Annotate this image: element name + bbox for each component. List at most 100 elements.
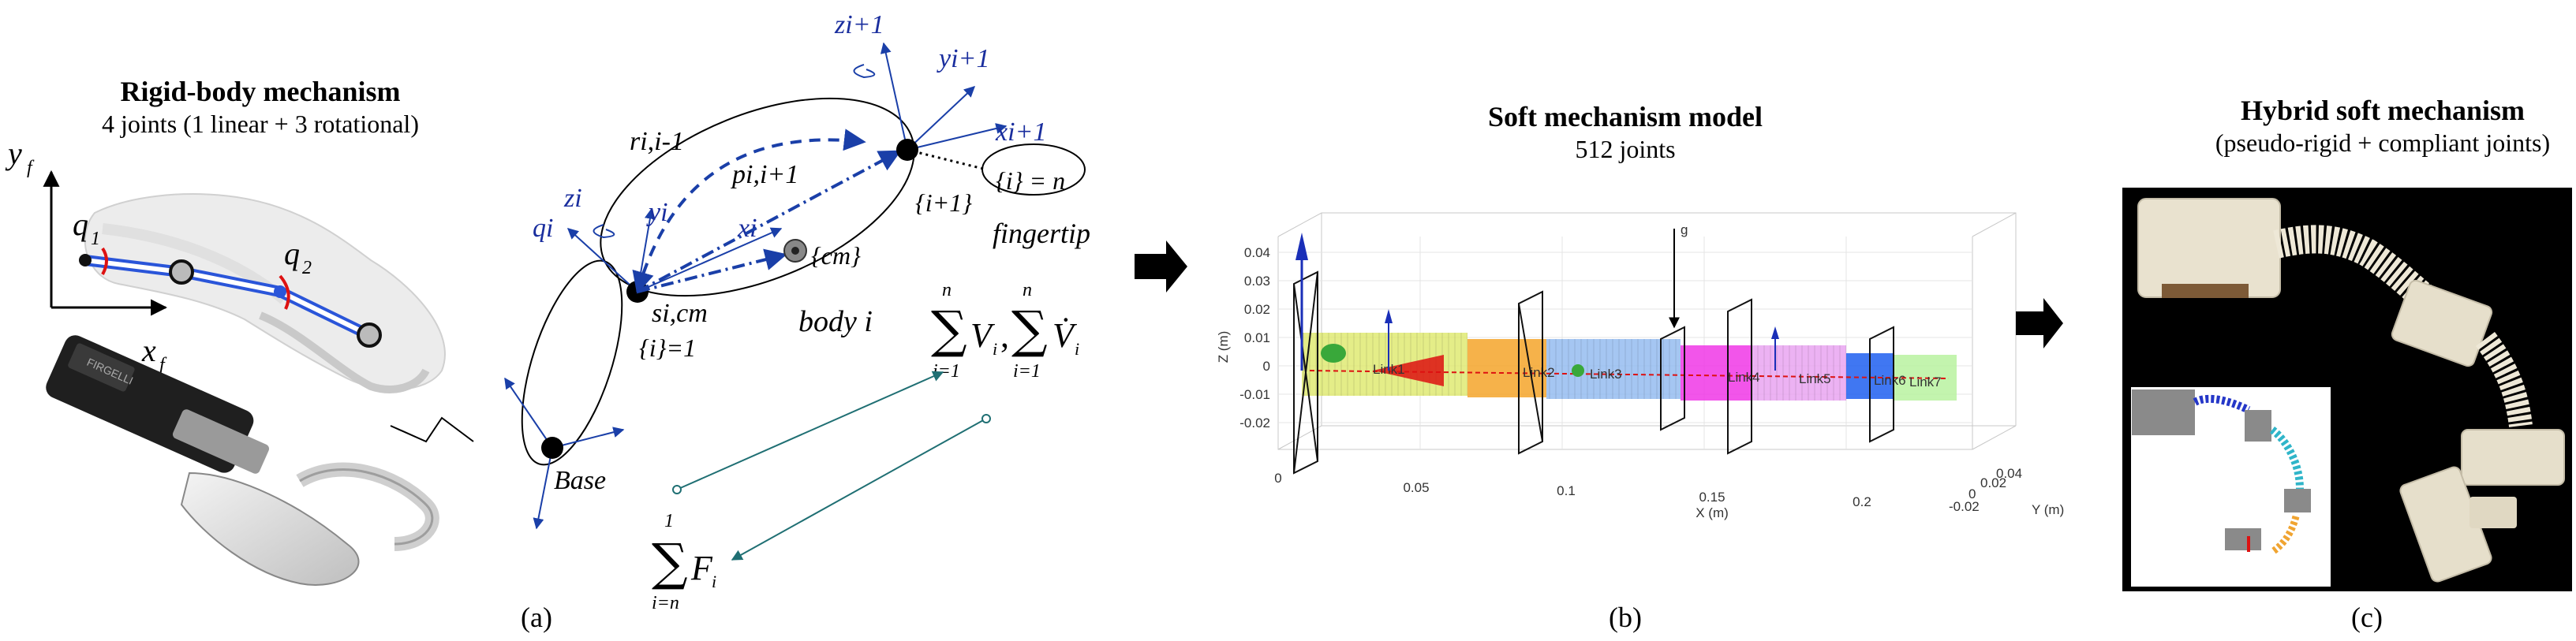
yi1-label: yi+1 xyxy=(937,44,989,73)
y-axis-sub: f xyxy=(27,158,35,178)
y-tick: 0.04 xyxy=(1996,466,2022,481)
link-label: Link5 xyxy=(1799,371,1831,386)
link-chain: q 1 q 2 xyxy=(73,207,382,348)
sum-v-index: i xyxy=(993,339,997,359)
hybrid-mechanism-photo xyxy=(2137,198,2565,583)
sum-vdot-term: V̇ xyxy=(1052,316,1078,355)
sum-vdot-index: i xyxy=(1075,339,1079,359)
yi-label: yi xyxy=(646,198,668,227)
link-segment-4 xyxy=(1681,345,1752,401)
sum-v-upper: n xyxy=(942,280,952,300)
xi1-label: xi+1 xyxy=(995,117,1046,147)
q1-sub: 1 xyxy=(91,229,100,249)
link-label: Link3 xyxy=(1590,367,1622,382)
frame-i-label: {i}=1 xyxy=(639,334,696,362)
base-node xyxy=(541,437,563,459)
si-label: si,cm xyxy=(652,299,708,328)
joint-2 xyxy=(274,285,286,298)
z-tick: -0.01 xyxy=(1239,387,1270,402)
panel-b-caption: (b) xyxy=(1609,602,1642,633)
panel-a-subtitle: 4 joints (1 linear + 3 rotational) xyxy=(102,110,419,138)
sum-vdot-lower: i=1 xyxy=(1013,361,1041,382)
x-tick: 0 xyxy=(1274,471,1281,486)
arrow-a-to-b xyxy=(1135,240,1187,293)
ri-label: ri,i-1 xyxy=(630,127,684,156)
link-label: Link6 xyxy=(1874,373,1906,388)
gravity-label: g xyxy=(1681,222,1688,237)
gravity-vector: g xyxy=(1669,222,1688,329)
panel-c-subtitle: (pseudo-rigid + compliant joints) xyxy=(2215,129,2550,157)
panel-c: Hybrid soft mechanism (pseudo-rigid + co… xyxy=(2122,95,2572,633)
body-label: body i xyxy=(798,305,873,338)
sum-v-term: V xyxy=(970,316,996,355)
sum-v-sigma: ∑ xyxy=(931,301,967,360)
y-ticks: 0.04 0.02 0 -0.02 Y (m) xyxy=(1949,466,2064,517)
z-axis-label: Z (m) xyxy=(1216,331,1231,363)
kinematic-diagram: zi qi yi xi Base {i}=1 ri,i-1 pi,i+1 si,… xyxy=(504,10,1090,613)
panel-a-caption: (a) xyxy=(521,602,552,633)
panel-c-caption: (c) xyxy=(2351,602,2383,633)
z-tick: 0.02 xyxy=(1244,302,1270,317)
break-squiggle xyxy=(390,416,474,443)
sum-vdot-upper: n xyxy=(1023,280,1032,300)
y-tick: 0 xyxy=(1968,486,1976,501)
sum-vdot-sigma: ∑ xyxy=(1011,301,1048,360)
y-axis-label: y xyxy=(5,136,22,171)
sum-f-index: i xyxy=(712,572,716,591)
sum-f-sigma: ∑ xyxy=(652,534,688,592)
frame-n-label: {i} = n xyxy=(996,166,1065,195)
joint-3 xyxy=(357,322,382,348)
x-tick: 0.05 xyxy=(1403,480,1429,495)
q2-label: q xyxy=(284,236,300,271)
joint-base xyxy=(79,254,92,266)
inset-model xyxy=(2129,386,2332,588)
panel-c-title: Hybrid soft mechanism xyxy=(2241,95,2525,126)
soft-links: Link1 Link2 Link3 Link4 Link5 Link6 Link… xyxy=(1302,333,1957,401)
x-tick: 0.15 xyxy=(1699,490,1725,505)
svg-text:,: , xyxy=(1000,316,1009,355)
panel-a-title: Rigid-body mechanism xyxy=(120,76,400,107)
frame-i1-label: {i+1} xyxy=(915,188,972,217)
base-label: Base xyxy=(554,466,606,495)
q1-label: q xyxy=(73,207,88,242)
panel-a: Rigid-body mechanism 4 joints (1 linear … xyxy=(5,10,1090,633)
frame-axes: y f x f xyxy=(5,136,168,375)
sum-f-lower: i=n xyxy=(652,593,679,613)
y-tick: 0.02 xyxy=(1980,475,2006,490)
joint-1 xyxy=(169,259,194,285)
force-arrows xyxy=(1295,233,1779,371)
x-tick: 0.2 xyxy=(1853,494,1871,509)
x-axis-sub: f xyxy=(159,355,167,375)
x-axis-label: X (m) xyxy=(1696,505,1729,520)
panel-b-title: Soft mechanism model xyxy=(1488,101,1763,132)
x-tick: 0.1 xyxy=(1557,483,1576,498)
sum-f-upper: 1 xyxy=(664,511,674,531)
z-ticks: 0.04 0.03 0.02 0.01 0 -0.01 -0.02 Z (m) xyxy=(1216,245,1270,430)
panel-b-subtitle: 512 joints xyxy=(1575,135,1675,163)
joint-frames xyxy=(1293,270,1894,475)
arrow-b-to-c xyxy=(2016,298,2063,348)
sum-v-lower: i=1 xyxy=(933,361,960,382)
z-tick: 0.03 xyxy=(1244,274,1270,289)
qi-label: qi xyxy=(533,214,553,243)
link-label: Link4 xyxy=(1728,370,1760,385)
zi-label: zi xyxy=(563,184,582,213)
pi-label: pi,i+1 xyxy=(731,160,798,189)
sum-f-term: F xyxy=(690,549,713,587)
zi1-label: zi+1 xyxy=(834,10,884,39)
panel-b: Soft mechanism model 512 joints xyxy=(1216,101,2064,633)
x-axis-label: x xyxy=(141,333,156,368)
z-tick: 0.01 xyxy=(1244,330,1270,345)
cm-label: {cm} xyxy=(811,241,861,270)
z-tick: 0 xyxy=(1263,359,1270,374)
force-sum: 1 ∑ i=n F i xyxy=(652,511,716,613)
velocity-sums: n ∑ i=1 V i , n ∑ i=1 V̇ i xyxy=(931,280,1079,382)
actuator-device: FIRGELLI xyxy=(46,335,439,586)
link-label: Link7 xyxy=(1909,375,1942,389)
z-tick: 0.04 xyxy=(1244,245,1270,260)
y-tick: -0.02 xyxy=(1949,499,1980,514)
y-axis-label: Y (m) xyxy=(2032,502,2064,517)
x-ticks: 0 0.05 0.1 0.15 0.2 X (m) xyxy=(1274,471,1871,520)
z-tick: -0.02 xyxy=(1239,416,1270,430)
